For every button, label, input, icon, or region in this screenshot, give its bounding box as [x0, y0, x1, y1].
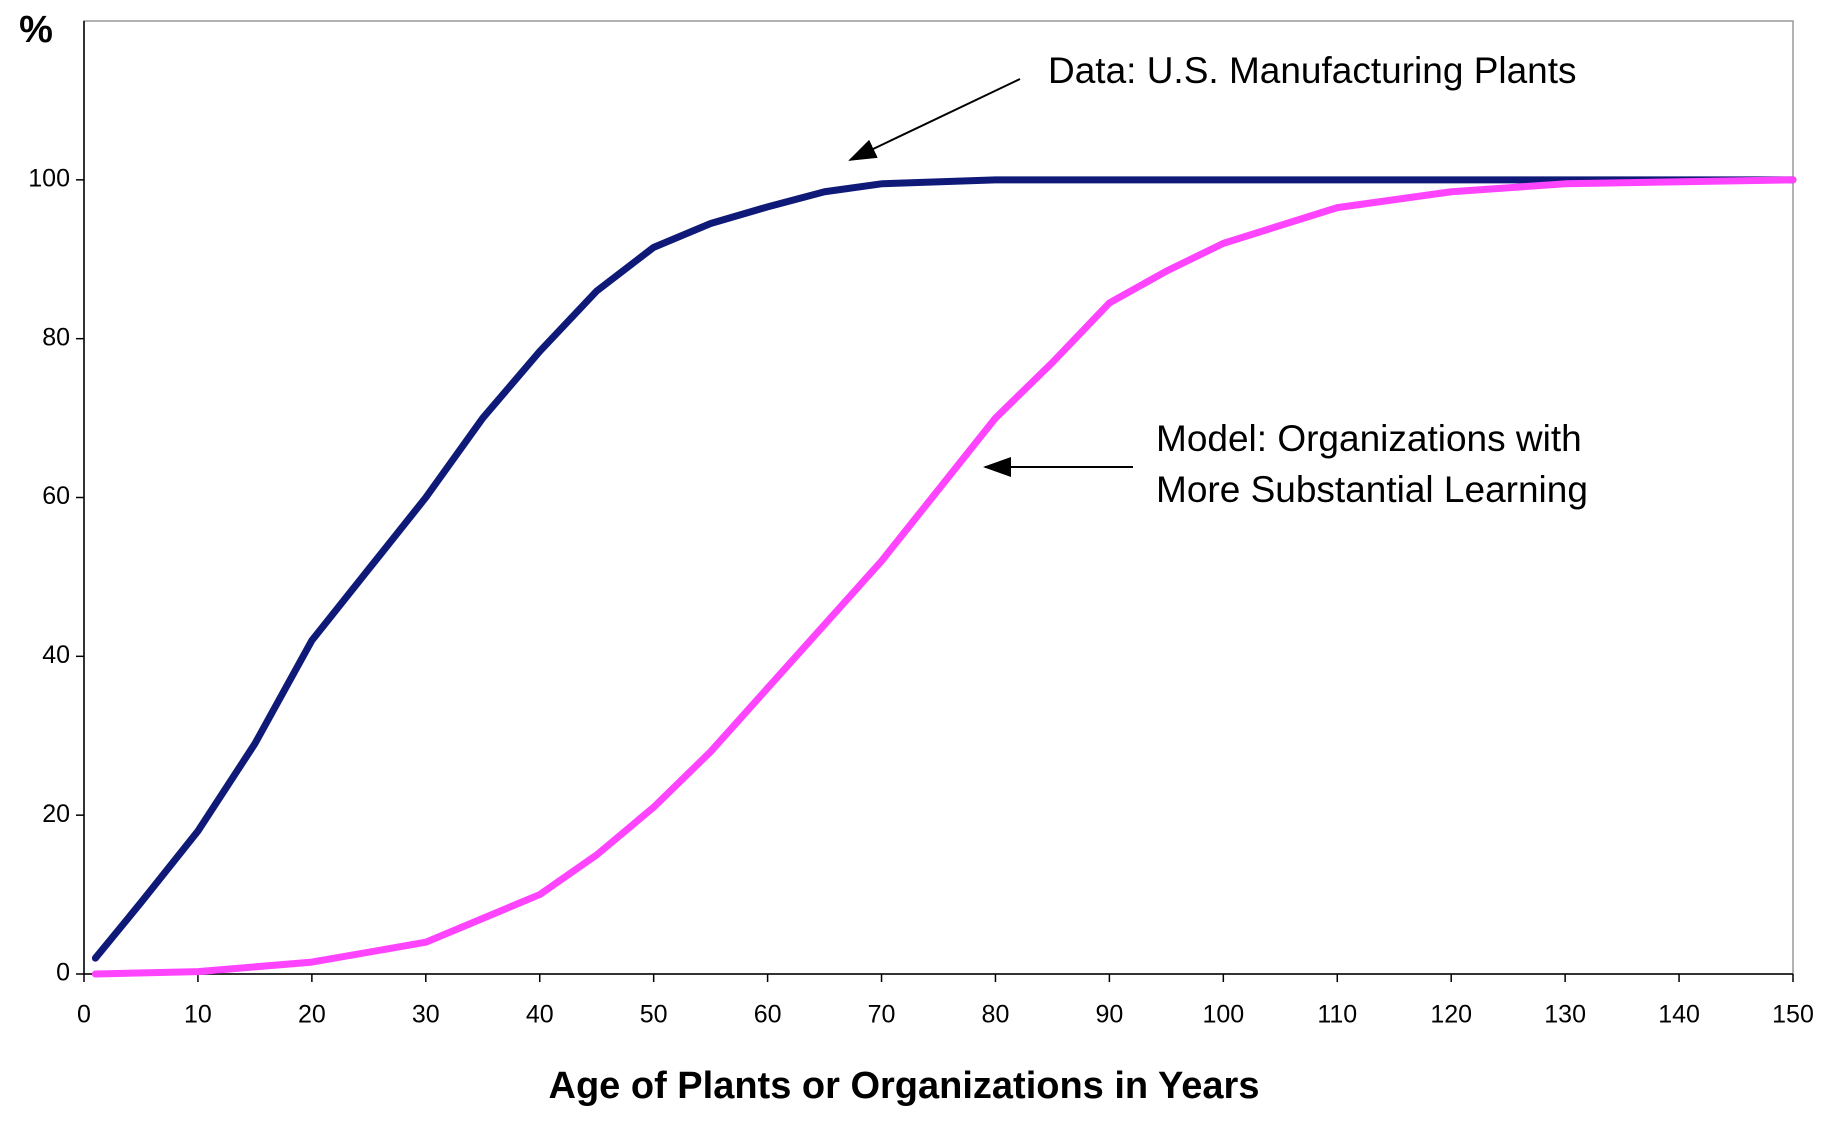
x-tick-label: 50 — [640, 1001, 668, 1029]
x-tick-label: 130 — [1544, 1001, 1586, 1029]
x-tick-label: 100 — [1202, 1001, 1244, 1029]
x-tick-label: 10 — [184, 1001, 212, 1029]
y-tick-label: 20 — [42, 800, 70, 828]
y-tick-label: 40 — [42, 641, 70, 669]
y-tick-label: 60 — [42, 482, 70, 510]
arrow — [848, 78, 1021, 161]
x-tick-label: 80 — [982, 1001, 1010, 1029]
x-tick-label: 20 — [298, 1001, 326, 1029]
x-tick-label: 140 — [1658, 1001, 1700, 1029]
x-tick-label: 120 — [1430, 1001, 1472, 1029]
x-tick-label: 60 — [754, 1001, 782, 1029]
x-tick-label: 90 — [1095, 1001, 1123, 1029]
y-tick-label: 80 — [42, 323, 70, 351]
x-axis-label: Age of Plants or Organizations in Years — [549, 1065, 1260, 1107]
annotation: More Substantial Learning — [1156, 469, 1588, 510]
x-tick-label: 110 — [1317, 1001, 1357, 1029]
x-tick-label: 30 — [412, 1001, 440, 1029]
y-tick-label: 0 — [56, 959, 70, 987]
x-tick-label: 40 — [526, 1001, 554, 1029]
annotation: Model: Organizations with — [1156, 418, 1582, 459]
y-axis-label: % — [19, 9, 53, 51]
series-line — [91, 176, 1797, 978]
y-tick-label: 100 — [28, 164, 70, 192]
x-tick-label: 150 — [1772, 1001, 1814, 1029]
x-tick-label: 70 — [868, 1001, 896, 1029]
series-line — [91, 176, 1797, 962]
annotation: Data: U.S. Manufacturing Plants — [1048, 50, 1577, 91]
x-tick-label: 0 — [77, 1001, 91, 1029]
